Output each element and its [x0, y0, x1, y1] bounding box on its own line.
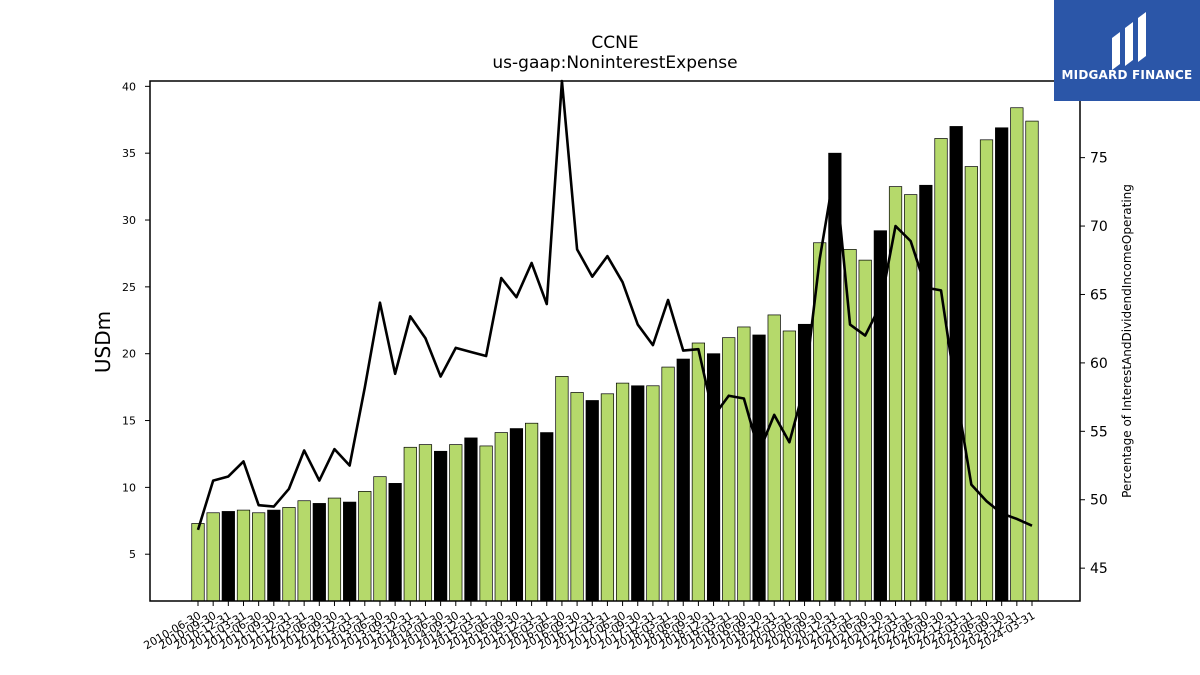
bar — [979, 139, 994, 602]
bar — [737, 326, 751, 602]
bar — [327, 497, 342, 602]
y2-tick-label: 45 — [1090, 561, 1108, 577]
bar — [343, 501, 357, 602]
logo-text: MIDGARD FINANCE — [1061, 68, 1193, 82]
bar — [312, 503, 326, 602]
y-tick-label: 25 — [122, 281, 136, 294]
bar — [752, 334, 766, 602]
y2-tick-label: 55 — [1090, 424, 1108, 440]
bar — [615, 382, 630, 602]
bar — [358, 491, 372, 602]
bar — [600, 393, 615, 602]
bar — [403, 446, 417, 602]
brand-logo: MIDGARD FINANCE — [1054, 0, 1200, 101]
y-tick-label: 15 — [122, 415, 136, 428]
y2-tick-label: 60 — [1090, 356, 1108, 372]
bar — [722, 337, 736, 602]
y2-axis-label: Percentage of InterestAndDividendIncomeO… — [1120, 184, 1134, 498]
y-axis-label: USDm — [91, 311, 115, 373]
bar — [631, 385, 645, 602]
axes: 510152025303540455055606570752010-06-302… — [122, 80, 1108, 652]
bar — [479, 445, 493, 602]
bar — [236, 509, 251, 602]
bar — [646, 385, 660, 602]
y2-tick-label: 70 — [1090, 219, 1108, 235]
bar — [843, 249, 857, 602]
bar — [373, 476, 387, 602]
bar — [494, 432, 508, 602]
bar — [676, 358, 690, 602]
bar — [540, 432, 554, 602]
bar — [509, 428, 524, 602]
bar — [221, 511, 235, 602]
logo-mark-icon — [1112, 12, 1146, 70]
bar — [919, 184, 933, 602]
bar — [206, 512, 220, 602]
bar — [964, 166, 978, 602]
bar — [858, 259, 872, 602]
y-tick-label: 5 — [129, 548, 136, 561]
y2-tick-label: 50 — [1090, 493, 1108, 509]
y2-tick-label: 65 — [1090, 287, 1108, 303]
bar — [934, 138, 948, 602]
bar — [995, 127, 1009, 602]
bar — [464, 437, 478, 602]
line-series — [196, 79, 1033, 531]
bar — [797, 323, 812, 602]
bar — [555, 376, 569, 602]
bar — [418, 444, 433, 602]
bar — [570, 392, 584, 602]
bar — [297, 500, 311, 602]
ratio-line — [196, 79, 1033, 531]
bar — [267, 509, 281, 602]
bar — [282, 507, 296, 602]
bar — [191, 523, 205, 602]
bar — [661, 366, 675, 602]
y-tick-label: 10 — [122, 481, 136, 494]
bar — [782, 330, 796, 602]
bar — [434, 450, 448, 602]
plot-frame — [149, 80, 1081, 602]
bar — [767, 314, 781, 602]
chart-subtitle: us-gaap:NoninterestExpense — [492, 53, 737, 73]
y-tick-label: 40 — [122, 80, 136, 93]
y2-tick-label: 75 — [1090, 151, 1108, 167]
y-tick-label: 35 — [122, 147, 136, 160]
bar — [585, 400, 599, 602]
bar — [1025, 120, 1039, 602]
bar — [449, 444, 463, 602]
bar — [706, 353, 721, 602]
bar-series — [191, 107, 1039, 602]
chart-title: CCNE — [591, 33, 638, 53]
bar — [388, 483, 402, 602]
y-tick-label: 30 — [122, 214, 136, 227]
bar — [524, 422, 539, 602]
bar — [691, 342, 706, 602]
y-tick-label: 20 — [122, 348, 136, 361]
bar — [1010, 107, 1024, 602]
bar — [252, 512, 266, 602]
